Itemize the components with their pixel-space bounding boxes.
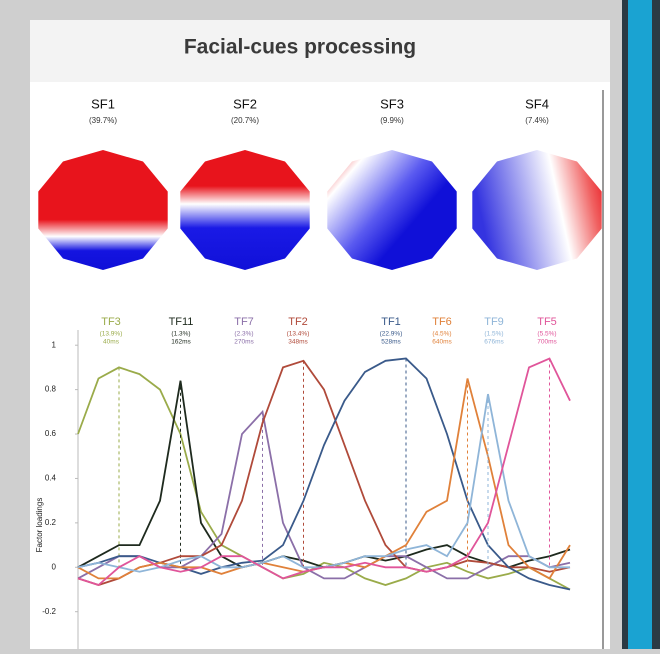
title-band bbox=[30, 20, 610, 82]
factor-latency: 348ms bbox=[288, 339, 308, 346]
topomap-variance: (9.9%) bbox=[380, 116, 404, 125]
factor-variance: (13.9%) bbox=[100, 331, 123, 338]
title: Facial-cues processing bbox=[184, 36, 416, 59]
topomap-label: SF1 bbox=[91, 96, 115, 111]
topomap bbox=[327, 150, 457, 270]
y-axis-label: Factor loadings bbox=[35, 498, 44, 553]
y-tick-label: 0.6 bbox=[45, 429, 57, 438]
y-tick-label: 0.4 bbox=[45, 474, 57, 483]
factor-name: TF5 bbox=[537, 316, 557, 328]
series-line bbox=[77, 357, 571, 587]
topomap bbox=[38, 150, 168, 270]
factor-variance: (22.9%) bbox=[380, 331, 403, 338]
y-tick-label: 1 bbox=[52, 340, 57, 349]
topomap-variance: (7.4%) bbox=[525, 116, 549, 125]
y-tick-label: 0.8 bbox=[45, 385, 57, 394]
side-bar bbox=[628, 0, 652, 649]
factor-name: TF6 bbox=[432, 316, 452, 328]
topomap-label: SF4 bbox=[525, 96, 549, 111]
factor-variance: (1.3%) bbox=[171, 331, 190, 338]
topomap-variance: (39.7%) bbox=[89, 116, 117, 125]
factor-variance: (5.5%) bbox=[537, 331, 556, 338]
factor-name: TF7 bbox=[234, 316, 254, 328]
topomap-label: SF2 bbox=[233, 96, 257, 111]
y-tick-label: 0 bbox=[52, 562, 57, 571]
factor-latency: 40ms bbox=[103, 339, 120, 346]
factor-name: TF11 bbox=[169, 316, 194, 328]
factor-variance: (13.4%) bbox=[287, 331, 310, 338]
factor-latency: 528ms bbox=[381, 339, 401, 346]
series-line bbox=[77, 366, 571, 591]
factor-latency: 640ms bbox=[432, 339, 452, 346]
y-tick-label: -0.2 bbox=[42, 607, 56, 616]
factor-variance: (4.5%) bbox=[432, 331, 451, 338]
factor-variance: (2.3%) bbox=[234, 331, 253, 338]
panel bbox=[30, 20, 610, 649]
topomap-label: SF3 bbox=[380, 96, 404, 111]
factor-latency: 676ms bbox=[484, 339, 504, 346]
factor-variance: (1.5%) bbox=[484, 331, 503, 338]
factor-latency: 700ms bbox=[537, 339, 557, 346]
topomap-variance: (20.7%) bbox=[231, 116, 259, 125]
topomap bbox=[472, 150, 602, 270]
factor-name: TF3 bbox=[101, 316, 121, 328]
topomap bbox=[180, 150, 310, 270]
factor-name: TF2 bbox=[288, 316, 308, 328]
factor-name: TF1 bbox=[381, 316, 401, 328]
factor-name: TF9 bbox=[484, 316, 504, 328]
factor-latency: 162ms bbox=[171, 339, 191, 346]
factor-latency: 270ms bbox=[234, 339, 254, 346]
y-tick-label: 0.2 bbox=[45, 518, 57, 527]
